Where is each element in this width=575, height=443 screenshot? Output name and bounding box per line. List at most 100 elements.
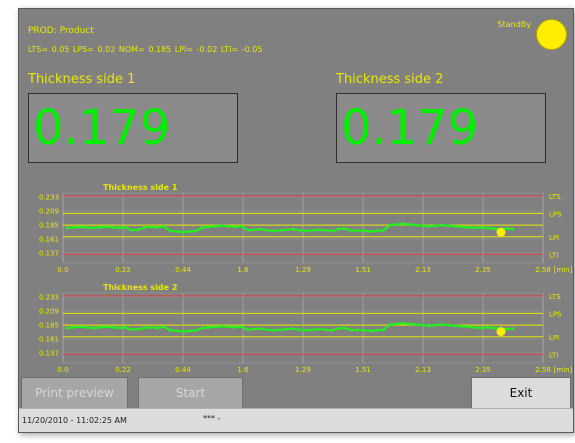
data-point [414,323,418,326]
data-point [117,326,121,330]
x-tick-label: 0.44 [175,266,191,274]
data-point [492,326,495,330]
data-point [169,229,172,233]
data-point [511,227,515,231]
current-value-marker [496,327,506,337]
data-point [421,323,424,327]
data-point [350,328,353,332]
side2-value-panel: 0.179 [336,93,546,163]
data-point [175,230,179,233]
data-point [447,323,450,327]
y-tick-label: 0.161 [39,336,59,344]
ref-label-lti: LTI [549,251,558,259]
data-point [285,228,289,232]
machine-status-text: StandBy [497,20,532,29]
data-point [343,227,347,230]
data-point [388,223,392,227]
x-tick-label: 0.22 [115,266,131,274]
data-point [350,229,353,233]
data-point [298,228,302,232]
x-tick-label: 1.51 [355,366,371,374]
data-point [479,226,483,229]
print-preview-button[interactable]: Print preview [21,377,128,409]
data-point [188,230,192,233]
data-point [123,326,127,329]
product-label: PROD: Product [28,26,94,36]
x-tick-label: 0.22 [115,366,131,374]
data-point [304,229,308,233]
chart-title: Thickness side 1 [103,183,178,192]
start-button[interactable]: Start [138,377,243,409]
data-point [421,224,424,228]
series-line [66,322,514,333]
data-point [466,226,470,229]
x-tick-label: 2.58 [535,266,551,274]
ref-label-lpi: LPI [549,234,559,242]
data-point [85,226,88,229]
data-point [246,328,250,332]
data-point [317,228,321,232]
data-point [401,321,405,325]
side2-title: Thickness side 2 [336,72,444,87]
data-point [408,322,411,326]
x-tick-label: 2.13 [415,266,431,274]
data-point [91,326,95,330]
data-point [117,226,121,230]
data-point [434,224,437,228]
data-point [395,322,399,326]
data-point [453,224,457,228]
data-point [149,326,153,329]
data-point [401,222,405,226]
data-point [72,326,75,329]
data-point [427,224,431,228]
data-point [408,223,411,226]
data-point [130,328,133,332]
side1-value: 0.179 [33,100,171,156]
x-unit-label: [min] [554,366,573,374]
x-tick-label: 0.0 [57,366,68,374]
status-bar: 11/20/2010 - 11:02:25 AM *** - [19,408,573,432]
ref-label-lts: LTS [549,193,561,201]
data-point [156,226,159,229]
data-point [324,328,327,332]
data-point [369,329,373,333]
y-tick-label: 0.233 [39,194,59,202]
data-point [149,225,153,229]
data-point [466,325,470,329]
ref-label-lps: LPS [549,310,562,318]
exit-button[interactable]: Exit [471,377,571,409]
data-point [253,327,256,331]
x-tick-label: 2.35 [475,266,491,274]
data-point [78,325,82,329]
data-point [78,225,82,229]
data-point [194,229,198,233]
data-point [492,227,495,230]
data-point [472,326,476,329]
x-tick-label: 0.0 [57,266,68,274]
data-point [356,328,360,332]
data-point [459,324,463,328]
data-point [246,228,250,232]
thickness-side1-chart: 0.0 0.22 0.44 1.6 1.29 1.51 2.13 2.35 2.58 [min] 0… [39,183,573,274]
data-point [356,228,360,232]
data-point [266,228,269,232]
data-point [343,326,347,330]
data-point [97,226,101,229]
ref-label-lts: LTS [549,293,561,301]
data-point [453,324,457,328]
data-point [375,328,379,332]
data-point [485,226,489,230]
data-point [240,224,243,228]
status-datetime: 11/20/2010 - 11:02:25 AM [22,416,127,425]
data-point [362,229,366,233]
ref-label-lpi: LPI [549,334,559,342]
y-tick-label: 0.233 [39,294,59,302]
x-tick-label: 1.6 [237,266,249,274]
data-point [162,325,166,329]
data-point [104,325,108,329]
data-point [330,229,334,233]
data-point [362,328,366,332]
data-point [505,327,508,331]
data-point [311,228,314,232]
data-point [440,223,444,227]
